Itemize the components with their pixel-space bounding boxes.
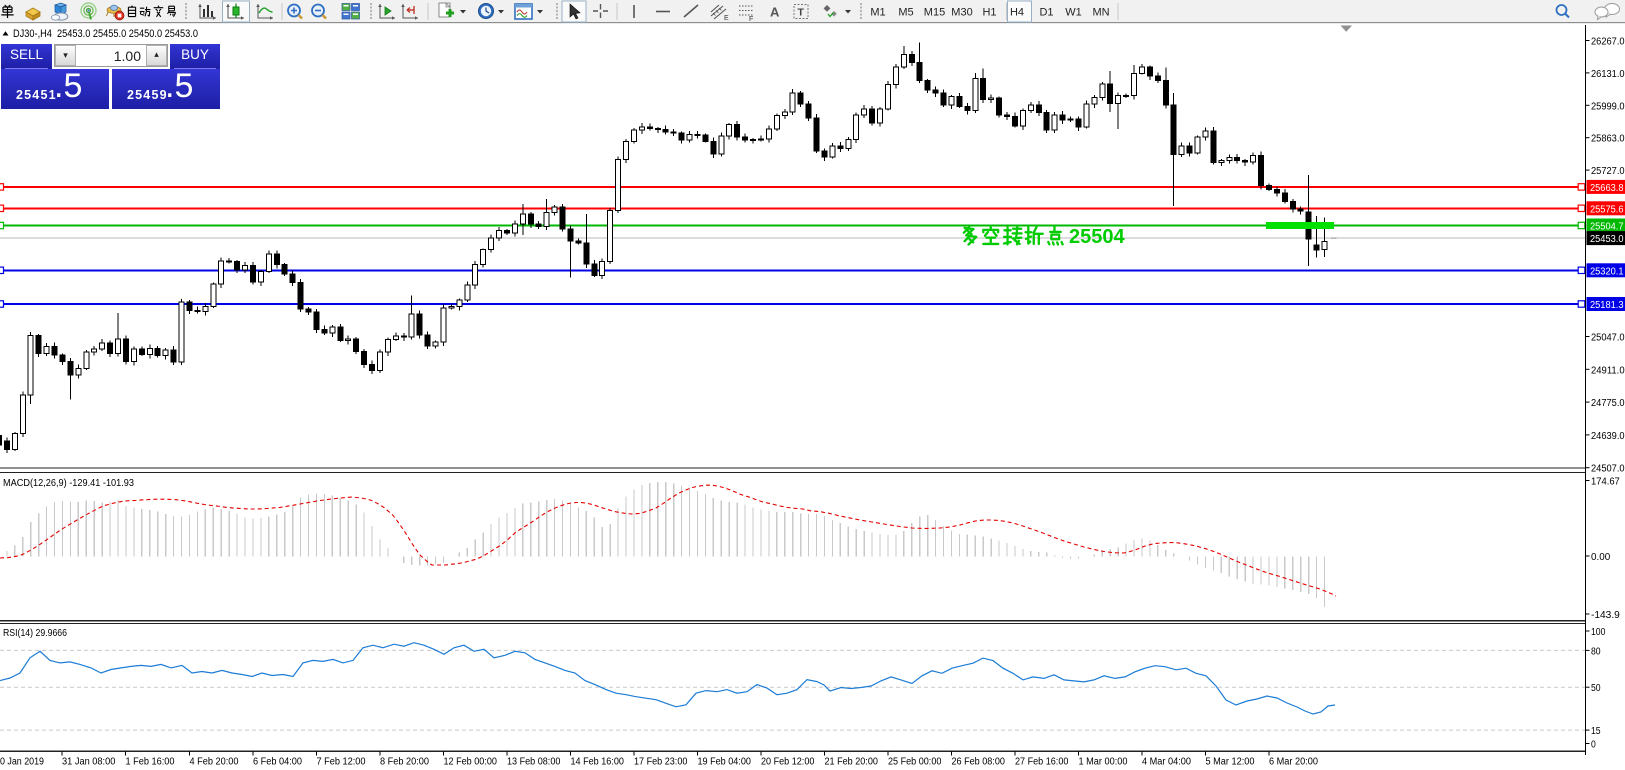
svg-text:4 Mar 04:00: 4 Mar 04:00 <box>1142 757 1191 768</box>
svg-text:25047.0: 25047.0 <box>1591 333 1625 344</box>
svg-text:26131.0: 26131.0 <box>1591 69 1625 80</box>
svg-text:D1: D1 <box>1039 7 1053 19</box>
svg-text:19 Feb 04:00: 19 Feb 04:00 <box>698 757 752 768</box>
svg-text:MN: MN <box>1092 7 1109 19</box>
svg-text:17 Feb 23:00: 17 Feb 23:00 <box>634 757 688 768</box>
svg-text:24507.0: 24507.0 <box>1591 464 1625 475</box>
svg-text:25727.0: 25727.0 <box>1591 166 1625 177</box>
svg-text:1 Feb 16:00: 1 Feb 16:00 <box>126 757 175 768</box>
svg-text:14 Feb 16:00: 14 Feb 16:00 <box>571 757 625 768</box>
svg-text:E: E <box>724 15 729 22</box>
svg-text:24911.0: 24911.0 <box>1591 365 1625 376</box>
svg-text:DJ30-,H4 25453.0 25455.0 2545: DJ30-,H4 25453.0 25455.0 25450.0 25453.0 <box>13 28 198 40</box>
svg-text:H4: H4 <box>1010 7 1024 19</box>
svg-text:25504.7: 25504.7 <box>1590 222 1624 233</box>
svg-text:80: 80 <box>1591 646 1601 657</box>
svg-text:12 Feb 00:00: 12 Feb 00:00 <box>444 757 498 768</box>
svg-text:H1: H1 <box>982 7 996 19</box>
svg-text:24639.0: 24639.0 <box>1591 431 1625 442</box>
svg-text:20 Feb 12:00: 20 Feb 12:00 <box>761 757 815 768</box>
svg-text:4 Feb 20:00: 4 Feb 20:00 <box>190 757 239 768</box>
svg-text:T: T <box>798 7 805 19</box>
svg-text:25453.0: 25453.0 <box>1590 234 1624 245</box>
svg-text:25 Feb 00:00: 25 Feb 00:00 <box>888 757 942 768</box>
svg-text:5 Mar 12:00: 5 Mar 12:00 <box>1206 757 1255 768</box>
svg-text:27 Feb 16:00: 27 Feb 16:00 <box>1015 757 1069 768</box>
svg-text:MACD(12,26,9) -129.41 -101.93: MACD(12,26,9) -129.41 -101.93 <box>3 477 134 489</box>
svg-text:30 Jan 2019: 30 Jan 2019 <box>0 757 44 768</box>
svg-text:15: 15 <box>1591 726 1601 737</box>
svg-text:-143.9: -143.9 <box>1591 610 1620 621</box>
svg-text:6 Feb 04:00: 6 Feb 04:00 <box>253 757 302 768</box>
svg-text:1 Mar 00:00: 1 Mar 00:00 <box>1079 757 1128 768</box>
svg-text:F: F <box>749 16 753 23</box>
svg-text:100: 100 <box>1591 627 1606 638</box>
svg-text:M30: M30 <box>951 7 972 19</box>
svg-text:0: 0 <box>1591 740 1596 751</box>
svg-text:25999.0: 25999.0 <box>1591 101 1625 112</box>
svg-text:26267.0: 26267.0 <box>1591 37 1625 48</box>
svg-text:13 Feb 08:00: 13 Feb 08:00 <box>507 757 561 768</box>
svg-text:24775.0: 24775.0 <box>1591 398 1625 409</box>
svg-text:8 Feb 20:00: 8 Feb 20:00 <box>380 757 429 768</box>
svg-text:174.67: 174.67 <box>1591 477 1620 488</box>
svg-text:25504: 25504 <box>1069 226 1125 248</box>
svg-text:M5: M5 <box>898 7 913 19</box>
svg-text:7 Feb 12:00: 7 Feb 12:00 <box>317 757 366 768</box>
svg-text:M1: M1 <box>870 7 885 19</box>
svg-text:A: A <box>770 5 780 20</box>
svg-text:W1: W1 <box>1065 7 1082 19</box>
svg-text:31 Jan 08:00: 31 Jan 08:00 <box>62 757 116 768</box>
svg-text:0.00: 0.00 <box>1591 552 1611 563</box>
svg-text:M15: M15 <box>924 7 945 19</box>
svg-text:25320.1: 25320.1 <box>1590 266 1624 277</box>
svg-text:25663.8: 25663.8 <box>1590 183 1624 194</box>
svg-text:6 Mar 20:00: 6 Mar 20:00 <box>1269 757 1318 768</box>
svg-text:RSI(14) 29.9666: RSI(14) 29.9666 <box>3 627 67 639</box>
svg-text:26 Feb 08:00: 26 Feb 08:00 <box>952 757 1006 768</box>
svg-text:25575.6: 25575.6 <box>1590 204 1624 215</box>
svg-text:21 Feb 20:00: 21 Feb 20:00 <box>825 757 879 768</box>
svg-text:25181.3: 25181.3 <box>1590 300 1624 311</box>
svg-text:50: 50 <box>1591 683 1601 694</box>
svg-text:25863.0: 25863.0 <box>1591 134 1625 145</box>
